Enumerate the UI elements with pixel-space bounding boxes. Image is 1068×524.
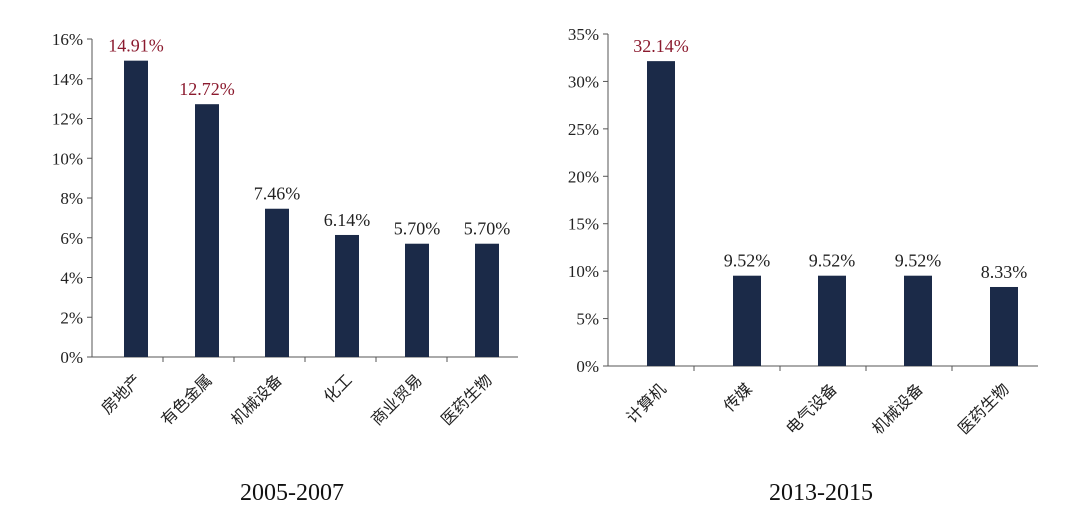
bar-1 xyxy=(124,60,148,357)
chart-title: 2005-2007 xyxy=(240,480,344,506)
bar-4 xyxy=(904,275,932,366)
y-tick-label: 6% xyxy=(60,229,83,248)
y-tick-label: 10% xyxy=(52,149,83,168)
data-label: 9.52% xyxy=(895,251,942,271)
chart-panel-1: 0% 2% 4% 6% 8% 10% 12% 14% 16% 14.91% 房地产 12.72% 有色金… xyxy=(52,30,518,506)
y-tick-label: 12% xyxy=(52,110,83,129)
bar-2 xyxy=(195,104,219,357)
category-label: 房地产 xyxy=(98,371,145,418)
data-label: 5.70% xyxy=(464,219,511,239)
bar-5 xyxy=(405,243,429,357)
category-label: 医药生物 xyxy=(438,371,496,429)
bar-6 xyxy=(475,243,499,357)
category-label: 机械设备 xyxy=(228,371,286,429)
y-tick-label: 0% xyxy=(60,348,83,367)
bar-4 xyxy=(335,234,359,357)
y-tick-label: 10% xyxy=(568,262,599,281)
bar-3 xyxy=(265,208,289,357)
bar-5 xyxy=(990,286,1018,366)
y-tick-label: 15% xyxy=(568,215,599,234)
category-label: 电气设备 xyxy=(783,380,841,438)
y-tick-label: 0% xyxy=(576,357,599,376)
y-tick-label: 14% xyxy=(52,70,83,89)
data-label: 6.14% xyxy=(324,210,371,230)
y-tick-label: 25% xyxy=(568,120,599,139)
category-label: 商业贸易 xyxy=(368,371,426,429)
y-tick-label: 4% xyxy=(60,269,83,288)
category-label: 计算机 xyxy=(622,379,669,426)
bar-1 xyxy=(647,61,675,366)
bar-3 xyxy=(818,275,846,366)
data-label: 7.46% xyxy=(254,184,301,204)
data-label: 14.91% xyxy=(108,36,164,56)
category-label: 有色金属 xyxy=(158,371,216,429)
y-tick-label: 5% xyxy=(576,310,599,329)
y-tick-label: 16% xyxy=(52,30,83,49)
data-label: 9.52% xyxy=(724,251,771,271)
chart-panel-2: 0% 5% 10% 15% 20% 25% 30% 35% 32.14% 计算机 9.52% 传媒 9.… xyxy=(568,25,1038,506)
data-label: 12.72% xyxy=(179,79,235,99)
y-tick-label: 35% xyxy=(568,25,599,44)
bar-2 xyxy=(733,275,761,366)
data-label: 5.70% xyxy=(394,219,441,239)
y-tick-label: 20% xyxy=(568,167,599,186)
data-label: 8.33% xyxy=(981,262,1028,282)
category-label: 传媒 xyxy=(720,380,755,415)
category-label: 医药生物 xyxy=(955,380,1013,438)
category-label: 化工 xyxy=(320,371,355,406)
category-label: 机械设备 xyxy=(869,380,927,438)
data-label: 32.14% xyxy=(633,36,689,56)
data-label: 9.52% xyxy=(809,251,856,271)
chart-title: 2013-2015 xyxy=(769,480,873,506)
y-tick-label: 30% xyxy=(568,72,599,91)
y-tick-label: 8% xyxy=(60,189,83,208)
y-tick-label: 2% xyxy=(60,308,83,327)
